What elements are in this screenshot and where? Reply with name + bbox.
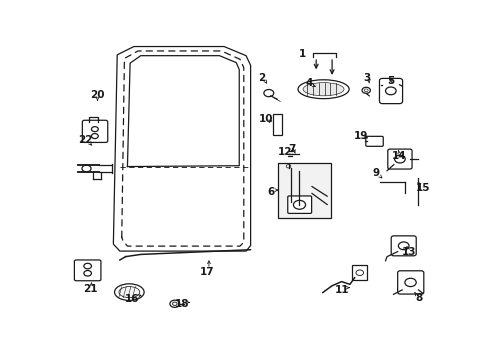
Circle shape [355,270,363,275]
Circle shape [82,165,91,172]
Ellipse shape [119,287,140,298]
FancyBboxPatch shape [379,78,402,104]
Ellipse shape [297,80,348,99]
Text: 16: 16 [125,294,140,304]
FancyBboxPatch shape [397,271,423,294]
FancyBboxPatch shape [387,149,411,169]
Circle shape [385,87,395,95]
Circle shape [91,134,98,139]
Text: 19: 19 [353,131,367,141]
Text: 17: 17 [199,267,214,277]
Circle shape [394,155,405,163]
Text: 21: 21 [83,284,98,294]
Circle shape [293,201,305,209]
Text: 1: 1 [299,49,306,59]
Text: 2: 2 [258,73,265,83]
Text: 3: 3 [363,73,370,83]
Circle shape [398,242,408,250]
Circle shape [91,127,98,132]
Text: 14: 14 [391,151,406,161]
Circle shape [264,90,273,97]
Circle shape [404,278,415,287]
Text: 4: 4 [305,78,312,88]
Text: 15: 15 [415,183,429,193]
Circle shape [364,89,367,92]
Text: 6: 6 [267,187,275,197]
Text: 10: 10 [258,114,272,124]
Text: 7: 7 [287,144,295,153]
Bar [273,114,281,135]
Text: 5: 5 [386,76,394,86]
Circle shape [84,263,91,269]
FancyBboxPatch shape [287,196,311,213]
Circle shape [285,165,290,168]
Text: 8: 8 [415,293,422,303]
FancyBboxPatch shape [82,120,107,143]
FancyBboxPatch shape [390,236,415,256]
Ellipse shape [114,284,144,301]
FancyBboxPatch shape [365,136,383,146]
Text: 9: 9 [372,168,379,179]
Text: 13: 13 [401,247,415,257]
FancyBboxPatch shape [74,260,101,281]
Text: 11: 11 [334,285,349,296]
Circle shape [84,270,91,276]
Ellipse shape [303,82,344,96]
Circle shape [172,302,177,305]
Bar [277,163,330,219]
Circle shape [361,87,369,93]
Text: 12: 12 [278,147,292,157]
Bar [351,265,366,280]
Text: 22: 22 [79,135,93,145]
Text: 18: 18 [174,299,188,309]
Text: 20: 20 [90,90,104,100]
Circle shape [169,300,180,307]
